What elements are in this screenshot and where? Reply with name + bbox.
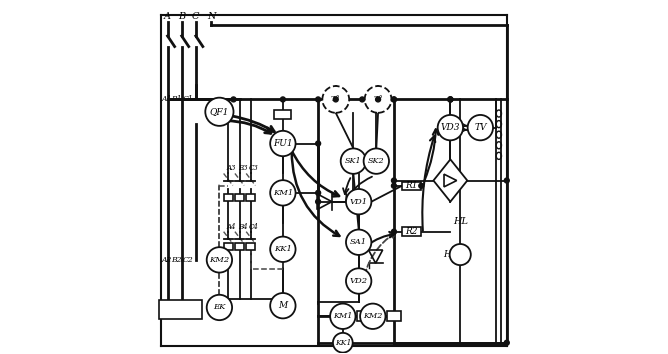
Bar (235, 243, 244, 250)
Text: A3: A3 (226, 164, 236, 172)
Circle shape (316, 190, 321, 195)
Text: KM1: KM1 (273, 189, 293, 197)
Circle shape (450, 244, 471, 265)
Text: QF1: QF1 (210, 107, 229, 116)
Circle shape (341, 148, 366, 174)
Circle shape (333, 97, 338, 102)
Circle shape (391, 97, 396, 102)
Text: SK2: SK2 (368, 157, 385, 165)
Bar (402, 227, 422, 236)
Text: B3: B3 (238, 164, 247, 172)
Text: SK1: SK1 (345, 157, 361, 165)
Text: M: M (279, 301, 287, 310)
Text: KM2: KM2 (209, 256, 230, 264)
Text: N: N (207, 12, 216, 21)
Text: EK: EK (213, 303, 226, 312)
Bar (224, 243, 233, 250)
Circle shape (448, 97, 453, 102)
Bar (224, 194, 233, 201)
Circle shape (438, 115, 463, 140)
Text: B1: B1 (171, 95, 181, 103)
Text: C: C (192, 12, 200, 21)
Circle shape (391, 178, 396, 183)
Circle shape (231, 97, 236, 102)
Text: KK1: KK1 (335, 339, 351, 347)
Text: A: A (164, 12, 171, 21)
Text: R2: R2 (405, 227, 418, 236)
Text: C3: C3 (249, 164, 259, 172)
Circle shape (333, 333, 353, 353)
Text: C1: C1 (183, 95, 194, 103)
Text: C2: C2 (183, 256, 194, 264)
Circle shape (360, 304, 385, 329)
Circle shape (346, 189, 371, 215)
Text: T°: T° (373, 96, 383, 103)
Circle shape (375, 97, 381, 102)
Circle shape (205, 98, 234, 126)
Circle shape (504, 340, 509, 345)
Text: C4: C4 (249, 223, 259, 230)
Circle shape (448, 97, 453, 102)
Text: SA1: SA1 (350, 238, 367, 246)
Circle shape (323, 86, 349, 113)
Circle shape (504, 178, 509, 183)
Bar (357, 312, 371, 321)
Circle shape (270, 293, 295, 318)
Circle shape (360, 97, 365, 102)
Text: A2: A2 (161, 256, 172, 264)
Bar (246, 194, 255, 201)
Circle shape (468, 115, 493, 140)
Circle shape (419, 183, 424, 188)
Text: HL: HL (443, 250, 457, 259)
Circle shape (281, 97, 285, 102)
Circle shape (365, 86, 391, 113)
Text: KM2: KM2 (363, 312, 383, 320)
Circle shape (391, 229, 396, 234)
Text: VD2: VD2 (349, 277, 368, 285)
Bar (235, 194, 244, 201)
Text: TV: TV (474, 123, 486, 132)
Polygon shape (434, 159, 468, 202)
Circle shape (316, 141, 321, 146)
Bar (246, 243, 255, 250)
Circle shape (206, 295, 232, 320)
Circle shape (330, 304, 355, 329)
Text: A1: A1 (161, 95, 172, 103)
Text: R1: R1 (405, 181, 418, 190)
Text: B4: B4 (238, 223, 247, 230)
Circle shape (363, 148, 389, 174)
Circle shape (346, 229, 371, 255)
Bar (160, 299, 202, 319)
Circle shape (316, 199, 321, 204)
Circle shape (270, 131, 295, 156)
Text: T°: T° (331, 96, 341, 103)
Text: VD3: VD3 (441, 123, 460, 132)
Text: VD1: VD1 (349, 198, 368, 206)
Bar (387, 312, 401, 321)
Text: A4: A4 (226, 223, 236, 230)
Text: FU1: FU1 (273, 139, 293, 148)
Text: B: B (178, 12, 185, 21)
Circle shape (206, 247, 232, 273)
Circle shape (346, 268, 371, 294)
Circle shape (448, 97, 453, 102)
Circle shape (391, 183, 396, 188)
Circle shape (391, 97, 396, 102)
Bar (402, 182, 422, 190)
Circle shape (270, 236, 295, 262)
Text: KK1: KK1 (274, 245, 292, 253)
Bar (275, 110, 291, 119)
Text: B2: B2 (171, 256, 181, 264)
Circle shape (270, 180, 295, 206)
Text: KM1: KM1 (333, 312, 353, 320)
Circle shape (316, 97, 321, 102)
Text: HL: HL (453, 217, 468, 225)
